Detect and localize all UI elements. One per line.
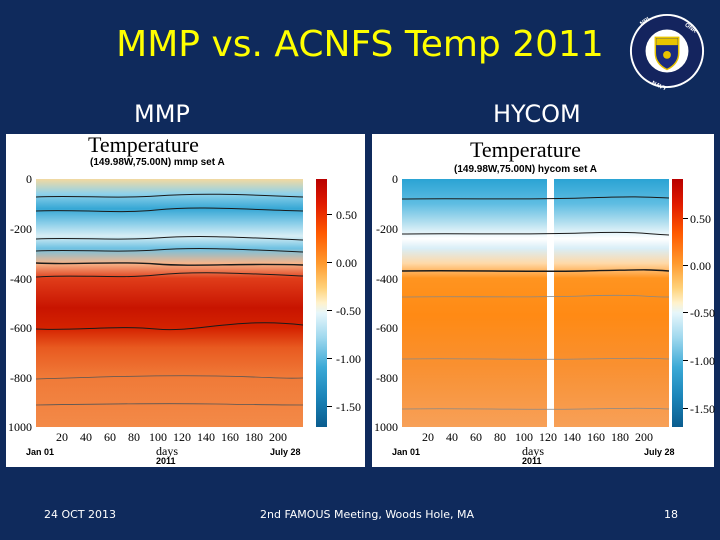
x-tick: 140 xyxy=(197,430,215,444)
x-tick: 80 xyxy=(128,430,140,444)
x-axis-year: 2011 xyxy=(522,456,542,466)
x-end-label: July 28 xyxy=(644,447,675,457)
x-tick: 60 xyxy=(470,430,482,444)
y-tick: 1000 xyxy=(374,420,398,434)
y-tick: -200 xyxy=(10,222,32,236)
x-tick: 20 xyxy=(422,430,434,444)
panel-subtitle: (149.98W,75.00N) hycom set A xyxy=(454,164,598,175)
slide-title: MMP vs. ACNFS Temp 2011 xyxy=(116,24,604,65)
x-tick: 200 xyxy=(635,430,653,444)
colorbar-tick: -1.50 xyxy=(336,400,361,414)
x-tick: 180 xyxy=(245,430,263,444)
x-axis-label: days xyxy=(522,444,544,458)
panel-title: Temperature xyxy=(470,137,581,162)
x-tick: 160 xyxy=(221,430,239,444)
footer-date: 24 OCT 2013 xyxy=(44,508,117,521)
colorbar xyxy=(672,179,683,427)
colorbar-tick: -1.00 xyxy=(690,354,715,368)
colorbar-tick: 0.00 xyxy=(690,259,711,273)
y-tick: -400 xyxy=(376,272,398,286)
colorbar-tick: 0.50 xyxy=(336,208,357,222)
y-tick: -200 xyxy=(376,222,398,236)
svg-text:NAVY: NAVY xyxy=(651,81,668,90)
x-tick: 180 xyxy=(611,430,629,444)
colorbar-tick: 0.50 xyxy=(690,212,711,226)
y-tick: 0 xyxy=(26,172,32,186)
x-axis-label: days xyxy=(156,444,178,458)
panel-subtitle: (149.98W,75.00N) mmp set A xyxy=(90,157,225,168)
x-tick: 60 xyxy=(104,430,116,444)
mmp-temperature-panel: Temperature (149.98W,75.00N) mmp set A 0… xyxy=(6,132,365,467)
footer-meeting: 2nd FAMOUS Meeting, Woods Hole, MA xyxy=(260,508,475,521)
hycom-label: HYCOM xyxy=(493,100,581,128)
colorbar-tick: -0.50 xyxy=(690,306,715,320)
colorbar xyxy=(316,179,327,427)
y-tick: 0 xyxy=(392,172,398,186)
x-tick: 140 xyxy=(563,430,581,444)
colorbar-tick: 0.00 xyxy=(336,256,357,270)
panel-title: Temperature xyxy=(88,132,199,157)
page-number: 18 xyxy=(664,508,678,521)
x-end-label: July 28 xyxy=(270,447,301,457)
colorbar-tick: -0.50 xyxy=(336,304,361,318)
x-tick: 160 xyxy=(587,430,605,444)
mmp-label: MMP xyxy=(134,100,190,128)
y-tick: -600 xyxy=(376,321,398,335)
x-tick: 80 xyxy=(494,430,506,444)
x-tick: 120 xyxy=(539,430,557,444)
y-tick: 1000 xyxy=(8,420,32,434)
hycom-heatmap xyxy=(402,179,669,427)
colorbar-tick: -1.00 xyxy=(336,352,361,366)
x-tick: 100 xyxy=(149,430,167,444)
x-axis-year: 2011 xyxy=(156,456,176,466)
x-tick: 100 xyxy=(515,430,533,444)
naval-research-laboratory-seal-icon: NRL ONR NAVY xyxy=(629,13,705,90)
x-tick: 120 xyxy=(173,430,191,444)
y-tick: -600 xyxy=(10,321,32,335)
mmp-heatmap xyxy=(36,179,303,427)
x-tick: 40 xyxy=(446,430,458,444)
y-tick: -800 xyxy=(376,371,398,385)
x-start-label: Jan 01 xyxy=(392,447,421,457)
x-tick: 40 xyxy=(80,430,92,444)
x-tick: 200 xyxy=(269,430,287,444)
y-tick: -400 xyxy=(10,272,32,286)
hycom-temperature-panel: Temperature (149.98W,75.00N) hycom set A… xyxy=(372,134,715,467)
data-gap xyxy=(547,179,554,427)
x-start-label: Jan 01 xyxy=(26,447,55,457)
colorbar-tick: -1.50 xyxy=(690,402,715,416)
y-tick: -800 xyxy=(10,371,32,385)
x-tick: 20 xyxy=(56,430,68,444)
